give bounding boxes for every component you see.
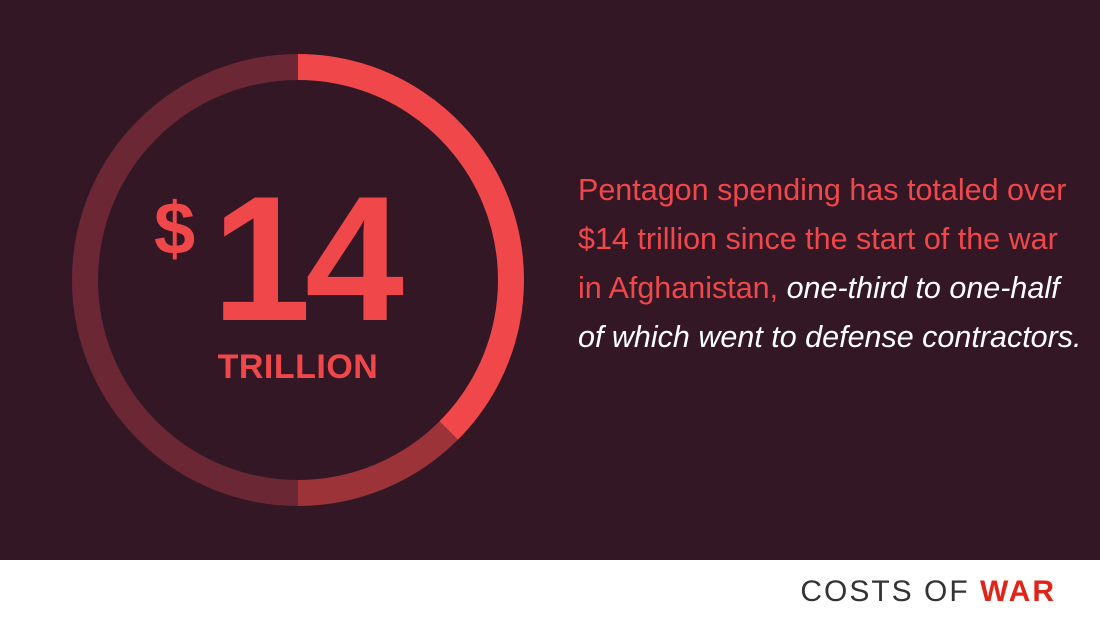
progress-ring	[72, 54, 524, 506]
brand-text-war: WAR	[980, 575, 1056, 608]
brand-text-costs-of: COSTS OF	[800, 575, 970, 608]
currency-symbol: $	[154, 187, 196, 270]
statement-text: Pentagon spending has totaled over $14 t…	[578, 166, 1088, 362]
statement-emphasis: one-third to one-half of which went to d…	[578, 271, 1082, 354]
headline-unit: TRILLION	[217, 348, 379, 386]
headline-number: 14	[212, 159, 404, 358]
ring-segment-2	[297, 421, 458, 506]
statement-lead: Pentagon spending has totaled over $14 t…	[578, 173, 1067, 305]
ring-segment-1	[297, 54, 524, 440]
brand-logo: COSTS OF WAR	[800, 575, 1056, 609]
headline-amount: $ 14	[150, 170, 450, 348]
ring-segments	[72, 54, 524, 506]
ring-segment-3	[72, 54, 299, 506]
infographic-panel: $ 14 TRILLION Pentagon spending has tota…	[0, 0, 1100, 560]
